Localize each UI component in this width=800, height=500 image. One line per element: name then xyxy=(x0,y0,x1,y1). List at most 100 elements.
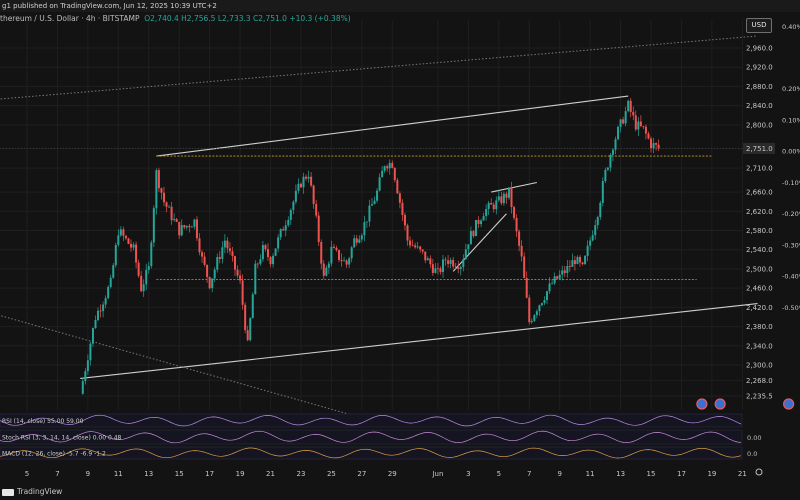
candle-body xyxy=(601,181,604,203)
candle-body xyxy=(130,243,133,248)
candle-body xyxy=(327,263,330,268)
candle-body xyxy=(122,229,125,236)
candle-body xyxy=(358,239,361,243)
candle-body xyxy=(497,196,500,201)
candle-body xyxy=(378,177,381,191)
candle-body xyxy=(180,225,183,236)
earnings-flag-icon[interactable] xyxy=(714,398,726,410)
candle-body xyxy=(464,249,467,260)
candle-body xyxy=(439,268,442,273)
candle-body xyxy=(353,238,356,248)
candle-body xyxy=(492,204,495,210)
candle-body xyxy=(571,260,574,267)
time-tick-label: 5 xyxy=(497,470,501,478)
candle-body xyxy=(310,176,313,186)
earnings-flag-icon[interactable] xyxy=(696,398,708,410)
candle-body xyxy=(188,225,191,228)
candle-body xyxy=(112,265,115,278)
candles xyxy=(81,98,660,395)
symbol-name[interactable]: thereum / U.S. Dollar · 4h · BITSTAMP xyxy=(0,14,140,23)
candle-body xyxy=(556,276,559,279)
candle-body xyxy=(236,269,239,276)
candle-body xyxy=(409,240,412,246)
candle-body xyxy=(398,193,401,203)
candle-body xyxy=(644,126,647,134)
candle-body xyxy=(391,162,394,169)
candle-body xyxy=(223,240,226,248)
candle-body xyxy=(241,280,244,305)
candle-body xyxy=(553,276,556,284)
time-tick-label: 11 xyxy=(114,470,123,478)
candle-body xyxy=(568,266,571,267)
candle-body xyxy=(162,192,165,203)
candle-body xyxy=(642,126,645,127)
candle-body xyxy=(86,360,89,372)
trendline[interactable] xyxy=(156,95,629,157)
trendline[interactable] xyxy=(80,302,758,380)
open-value: O2,740.4 xyxy=(144,14,179,23)
earnings-flag-icon[interactable] xyxy=(783,398,795,410)
candle-body xyxy=(573,260,576,265)
candle-body xyxy=(485,208,488,217)
candle-body xyxy=(81,381,84,394)
time-tick-label: 17 xyxy=(677,470,686,478)
candle-body xyxy=(119,229,122,236)
candle-body xyxy=(436,268,439,270)
horizontal-levels xyxy=(0,148,742,280)
candle-body xyxy=(127,238,130,244)
candle-body xyxy=(548,283,551,292)
indicator-pane[interactable] xyxy=(0,413,743,428)
grid xyxy=(0,20,743,410)
candle-body xyxy=(152,208,155,243)
candle-body xyxy=(419,246,422,250)
candle-body xyxy=(216,257,219,270)
candle-body xyxy=(266,249,269,258)
candle-body xyxy=(591,235,594,241)
time-tick-label: 21 xyxy=(266,470,275,478)
trendline[interactable] xyxy=(0,293,362,419)
price-tick-label: 2,920.0 xyxy=(746,64,773,72)
gear-icon[interactable] xyxy=(755,468,763,476)
percent-tick-label: 0.10% xyxy=(782,116,800,124)
candle-body xyxy=(94,320,97,328)
trendline[interactable] xyxy=(452,213,507,272)
candle-body xyxy=(345,260,348,265)
candle-body xyxy=(490,202,493,205)
candle-body xyxy=(637,121,640,130)
indicator-panes: RSI (14, close) 55.00 59.00 Stoch RSI (3,… xyxy=(0,413,761,460)
candle-body xyxy=(525,278,528,298)
candle-body xyxy=(477,219,480,225)
candle-body xyxy=(528,297,531,323)
candle-body xyxy=(520,245,523,257)
candle-body xyxy=(606,167,609,170)
trendline[interactable] xyxy=(491,181,537,193)
trendline[interactable] xyxy=(0,35,758,106)
candle-body xyxy=(629,100,632,112)
candle-body xyxy=(114,244,117,266)
candle-body xyxy=(178,221,181,236)
price-axis[interactable]: 2,960.0 2,920.0 2,880.0 2,840.0 2,800.0 2,751… xyxy=(743,45,775,401)
candle-body xyxy=(500,196,503,204)
indicator-label: RSI (14, close) 55.00 59.00 xyxy=(2,418,84,425)
time-tick-label: 5 xyxy=(25,470,29,478)
candle-body xyxy=(246,330,249,341)
percent-tick-label: 0.20% xyxy=(782,85,800,93)
candle-body xyxy=(619,119,622,127)
brand-name: TradingView xyxy=(17,487,63,496)
candle-body xyxy=(634,115,637,130)
candle-body xyxy=(431,264,434,273)
candle-body xyxy=(393,168,396,181)
currency-button[interactable]: USD xyxy=(746,18,772,33)
indicator-pane[interactable] xyxy=(0,446,743,460)
candle-body xyxy=(226,240,229,249)
publish-info: g1 published on TradingView.com, Jun 12,… xyxy=(2,2,217,10)
candle-body xyxy=(406,225,409,241)
candle-body xyxy=(396,180,399,194)
time-axis[interactable]: 5 7 9 11 13 15 17 19 21 23 25 27 29 Jun 3 5 7 9 11 13 15 17 19… xyxy=(25,468,763,478)
candle-body xyxy=(360,235,363,240)
candle-body xyxy=(416,246,419,248)
candle-body xyxy=(317,215,320,243)
price-tick-label: 2,380.0 xyxy=(746,323,773,331)
low-value: L2,733.3 xyxy=(217,14,251,23)
